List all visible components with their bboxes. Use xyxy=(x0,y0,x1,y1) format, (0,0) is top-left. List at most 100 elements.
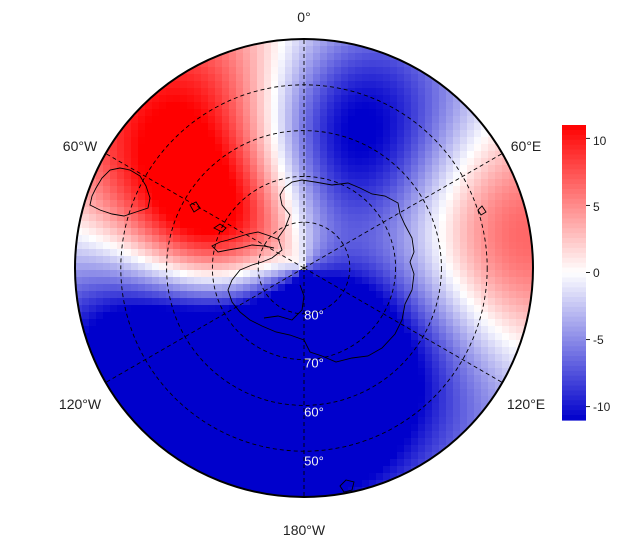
field-cell xyxy=(292,431,300,439)
field-cell xyxy=(250,354,258,362)
field-cell xyxy=(460,333,468,341)
field-cell xyxy=(362,46,370,54)
field-cell xyxy=(222,305,230,313)
field-cell xyxy=(446,340,454,348)
field-cell xyxy=(187,102,195,110)
field-cell xyxy=(390,263,398,271)
field-cell xyxy=(208,431,216,439)
field-cell xyxy=(348,130,356,138)
colorbar-segment xyxy=(562,321,586,328)
field-cell xyxy=(285,249,293,257)
field-cell xyxy=(278,487,286,495)
field-cell xyxy=(460,151,468,159)
field-cell xyxy=(446,270,454,278)
field-cell xyxy=(439,193,447,201)
field-cell xyxy=(320,81,328,89)
field-cell xyxy=(523,221,531,229)
field-cell xyxy=(180,375,188,383)
field-cell xyxy=(236,116,244,124)
field-cell xyxy=(159,277,167,285)
field-cell xyxy=(355,158,363,166)
field-cell xyxy=(418,256,426,264)
field-cell xyxy=(208,172,216,180)
field-cell xyxy=(194,137,202,145)
field-cell xyxy=(285,277,293,285)
field-cell xyxy=(320,207,328,215)
field-cell xyxy=(418,130,426,138)
field-cell xyxy=(341,109,349,117)
field-cell xyxy=(334,144,342,152)
field-cell xyxy=(257,333,265,341)
field-cell xyxy=(411,291,419,299)
field-cell xyxy=(306,291,314,299)
field-cell xyxy=(271,480,279,488)
field-cell xyxy=(341,60,349,68)
field-cell xyxy=(481,179,489,187)
field-cell xyxy=(131,193,139,201)
field-cell xyxy=(355,46,363,54)
lon-label-180w: 180°W xyxy=(282,522,326,538)
field-cell xyxy=(166,88,174,96)
field-cell xyxy=(180,452,188,460)
field-cell xyxy=(222,200,230,208)
field-cell xyxy=(369,354,377,362)
field-cell xyxy=(222,347,230,355)
field-cell xyxy=(187,165,195,173)
field-cell xyxy=(390,214,398,222)
field-cell xyxy=(194,445,202,453)
field-cell xyxy=(236,347,244,355)
field-cell xyxy=(320,403,328,411)
field-cell xyxy=(110,389,118,397)
lat-label-70: 70° xyxy=(304,355,324,371)
field-cell xyxy=(278,424,286,432)
field-cell xyxy=(355,473,363,481)
field-cell xyxy=(257,312,265,320)
field-cell xyxy=(446,123,454,131)
field-cell xyxy=(376,424,384,432)
field-cell xyxy=(278,256,286,264)
field-cell xyxy=(362,102,370,110)
field-cell xyxy=(362,151,370,159)
field-cell xyxy=(89,340,97,348)
field-cell xyxy=(404,368,412,376)
field-cell xyxy=(355,67,363,75)
field-cell xyxy=(229,74,237,82)
field-cell xyxy=(376,284,384,292)
field-cell xyxy=(432,417,440,425)
field-cell xyxy=(138,410,146,418)
field-cell xyxy=(348,487,356,495)
field-cell xyxy=(180,123,188,131)
field-cell xyxy=(180,305,188,313)
field-cell xyxy=(264,382,272,390)
field-cell xyxy=(432,382,440,390)
field-cell xyxy=(271,151,279,159)
colorbar-segment xyxy=(562,415,586,421)
field-cell xyxy=(362,53,370,61)
field-cell xyxy=(264,88,272,96)
field-cell xyxy=(285,186,293,194)
field-cell xyxy=(159,137,167,145)
field-cell xyxy=(124,382,132,390)
field-cell xyxy=(509,200,517,208)
field-cell xyxy=(180,214,188,222)
field-cell xyxy=(236,424,244,432)
field-cell xyxy=(222,466,230,474)
field-cell xyxy=(194,319,202,327)
field-cell xyxy=(481,270,489,278)
field-cell xyxy=(341,326,349,334)
field-cell xyxy=(152,424,160,432)
field-cell xyxy=(509,207,517,215)
colorbar-segment xyxy=(562,164,586,170)
field-cell xyxy=(362,88,370,96)
field-cell xyxy=(355,179,363,187)
field-cell xyxy=(474,165,482,173)
field-cell xyxy=(341,368,349,376)
field-cell xyxy=(411,95,419,103)
field-cell xyxy=(425,151,433,159)
field-cell xyxy=(103,284,111,292)
field-cell xyxy=(355,235,363,243)
field-cell xyxy=(488,368,496,376)
field-cell xyxy=(250,445,258,453)
field-cell xyxy=(446,256,454,264)
field-cell xyxy=(131,207,139,215)
